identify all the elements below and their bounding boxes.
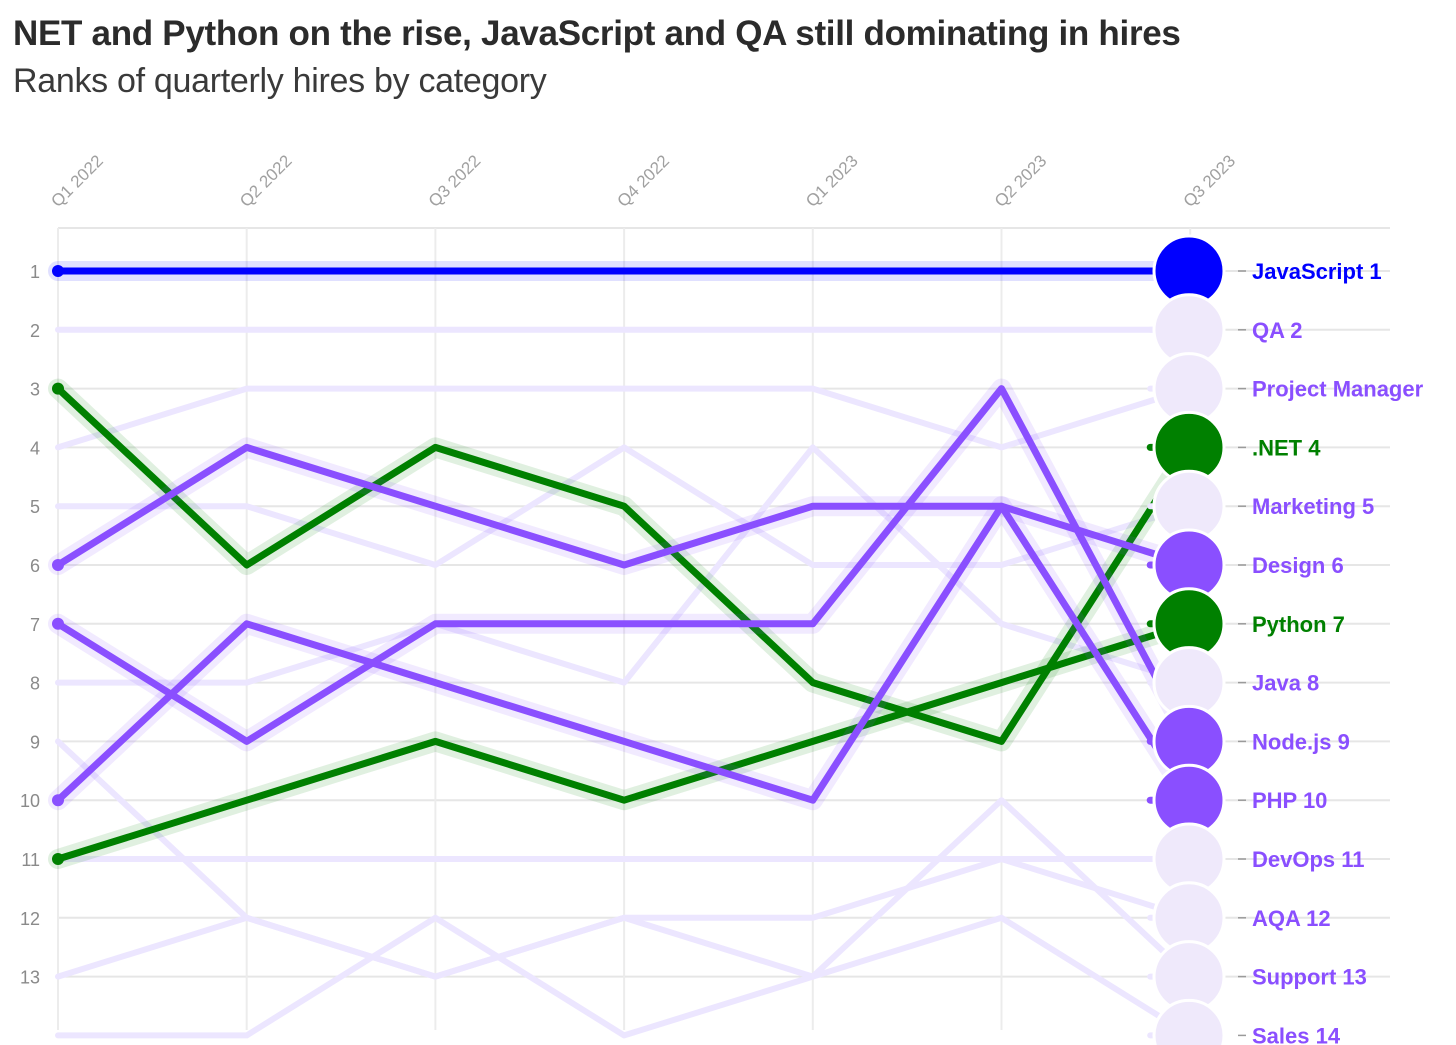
series-label-javascript: JavaScript 1 <box>1252 259 1382 284</box>
y-tick-label: 6 <box>30 556 40 576</box>
y-tick-label: 2 <box>30 321 40 341</box>
y-tick-label: 1 <box>30 262 40 282</box>
start-point-python <box>52 853 64 865</box>
series-label-support: Support 13 <box>1252 965 1367 990</box>
end-marker-sales[interactable] <box>1152 998 1226 1045</box>
series-label-marketing: Marketing 5 <box>1252 494 1374 519</box>
x-axis: Q1 2022 Q2 2022 Q3 2022 Q4 2022 Q1 2023 Q2 20… <box>47 151 1239 211</box>
series-line-java[interactable] <box>55 444 1194 686</box>
series-line-php[interactable] <box>54 502 1194 804</box>
start-point-php <box>52 794 64 807</box>
series-line-sales[interactable] <box>55 914 1194 1039</box>
x-tick-label: Q1 2023 <box>802 151 862 211</box>
y-tick-label: 9 <box>30 732 40 752</box>
x-tick-label: Q3 2022 <box>425 151 485 211</box>
series-line-project-manager[interactable] <box>55 385 1194 451</box>
end-markers <box>1146 234 1226 1045</box>
y-tick-label: 13 <box>20 968 40 988</box>
series-label-net: .NET 4 <box>1252 435 1321 460</box>
series-line-python[interactable] <box>54 620 1194 863</box>
series-label-design: Design 6 <box>1252 553 1344 578</box>
y-tick-label: 11 <box>21 850 40 870</box>
x-tick-label: Q2 2023 <box>991 151 1051 211</box>
chart-title: NET and Python on the rise, JavaScript a… <box>13 14 1181 53</box>
highlighted-series <box>48 261 1201 869</box>
x-tick-label: Q1 2022 <box>47 151 107 211</box>
series-label-python: Python 7 <box>1252 612 1345 637</box>
series-line-node-js[interactable] <box>54 385 1194 745</box>
y-tick-label: 7 <box>30 615 40 635</box>
series-label-aqa: AQA 12 <box>1252 906 1331 931</box>
y-tick-label: 10 <box>20 791 40 811</box>
x-tick-label: Q4 2022 <box>613 151 673 211</box>
series-label-node-js: Node.js 9 <box>1252 729 1350 754</box>
y-tick-label: 4 <box>30 438 40 458</box>
series-label-qa: QA 2 <box>1252 318 1303 343</box>
x-tick-label: Q3 2023 <box>1180 151 1240 211</box>
y-tick-label: 12 <box>20 909 40 929</box>
series-label-java: Java 8 <box>1252 671 1319 696</box>
y-tick-label: 3 <box>30 380 40 400</box>
series-line-marketing[interactable] <box>55 444 1194 568</box>
series-label-devops: DevOps 11 <box>1252 847 1365 872</box>
chart-subtitle: Ranks of quarterly hires by category <box>13 62 547 100</box>
x-tick-label: Q2 2022 <box>236 151 296 211</box>
series-line-support[interactable] <box>55 797 1194 980</box>
start-point-design <box>52 559 64 571</box>
series-label-php: PHP 10 <box>1252 788 1327 813</box>
faded-series <box>55 326 1194 1039</box>
end-labels: JavaScript 1 QA 2 Project Manager .NET 4 Mar… <box>1238 259 1424 1045</box>
start-point-net <box>52 382 64 395</box>
start-point-javascript <box>52 265 64 277</box>
series-label-project-manager: Project Manager <box>1252 377 1424 402</box>
y-tick-label: 5 <box>30 497 40 517</box>
y-tick-label: 8 <box>30 674 40 694</box>
series-line-net[interactable] <box>54 385 1194 745</box>
series-label-sales: Sales 14 <box>1252 1023 1341 1045</box>
start-point-node-js <box>52 617 64 630</box>
